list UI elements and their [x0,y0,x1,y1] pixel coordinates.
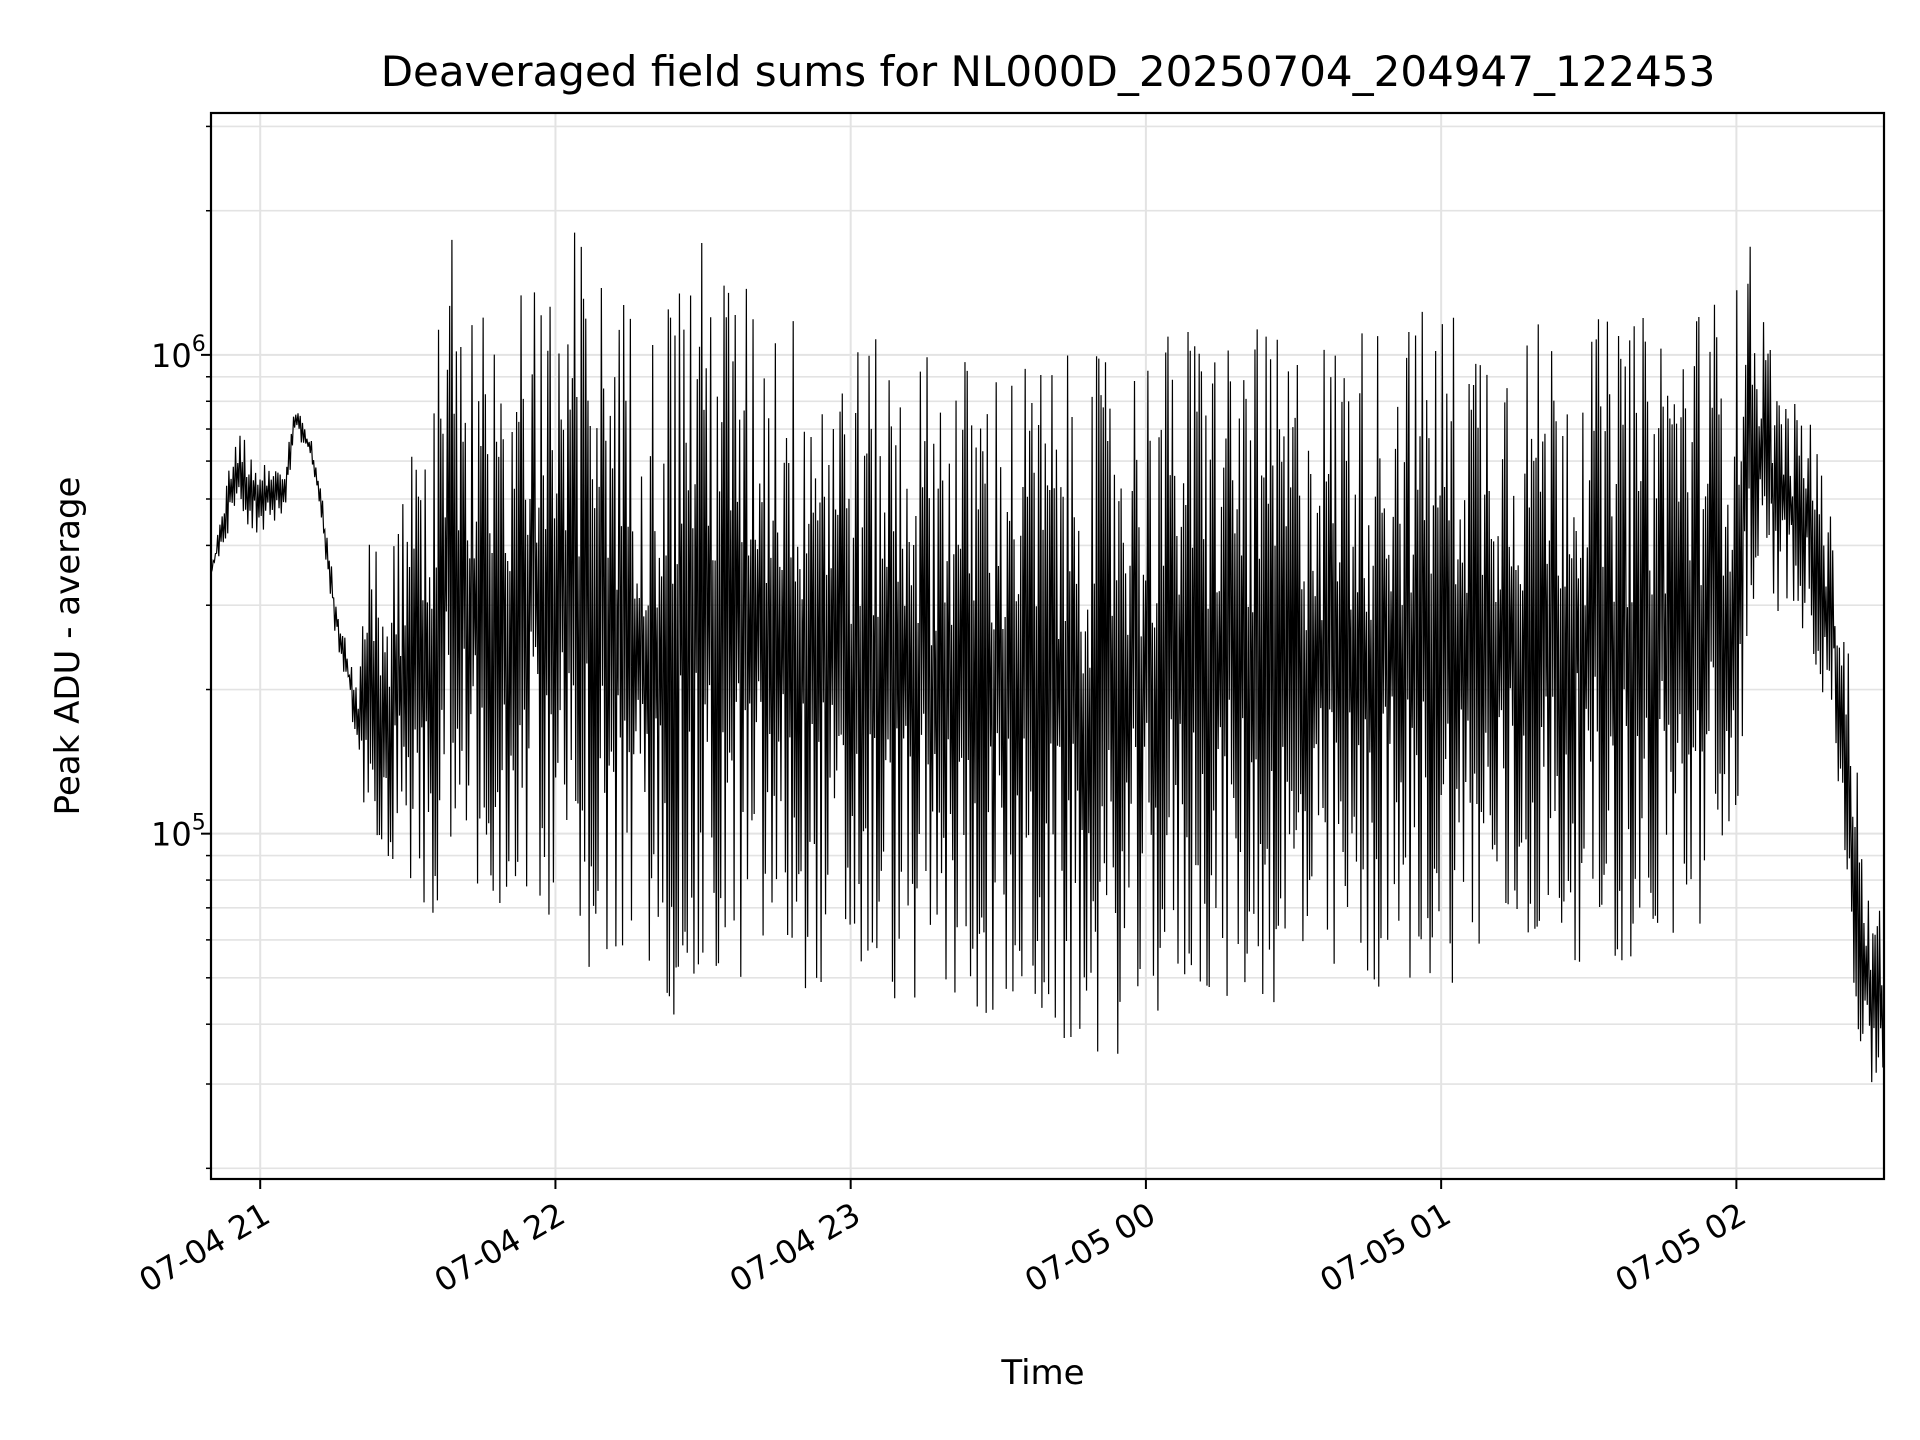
chart-title: Deaveraged field sums for NL000D_2025070… [381,47,1716,96]
x-axis-label: Time [1000,1353,1084,1393]
y-tick-label: 106 [151,332,206,375]
y-axis-label: Peak ADU - average [48,477,88,816]
plot-frame [209,111,1886,1181]
y-axis: 105 106 [151,125,211,1170]
y-tick-label: 105 [151,811,206,854]
series [210,232,1885,1083]
series-line [210,232,1885,1083]
